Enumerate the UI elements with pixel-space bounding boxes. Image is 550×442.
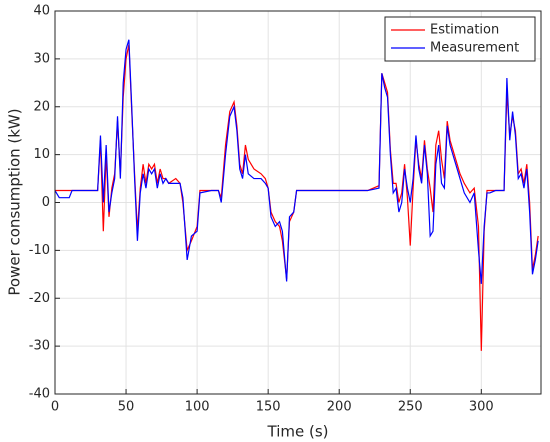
x-tick-label: 0 [51,400,59,415]
y-tick-label: 0 [42,195,50,210]
legend-label: Estimation [430,23,499,38]
y-tick-label: -20 [29,291,50,306]
x-tick-label: 150 [256,400,281,415]
y-tick-label: 30 [33,51,50,66]
y-tick-label: 10 [33,147,50,162]
y-tick-label: -10 [29,243,50,258]
y-tick-label: 20 [33,99,50,114]
axes-box [54,10,542,395]
y-tick-label: -30 [29,339,50,354]
x-tick-label: 100 [185,400,210,415]
y-tick-label: -40 [29,387,50,402]
x-tick-label: 300 [469,400,494,415]
y-axis-label: Power consumption (kW) [6,108,24,295]
legend-label: Measurement [430,41,519,56]
x-tick-label: 200 [327,400,352,415]
y-tick-label: 40 [33,4,50,19]
legend-box [384,16,536,62]
x-axis-label: Time (s) [267,423,329,441]
data-line [54,39,539,284]
x-tick-label: 50 [118,400,135,415]
x-tick-label: 250 [398,400,423,415]
